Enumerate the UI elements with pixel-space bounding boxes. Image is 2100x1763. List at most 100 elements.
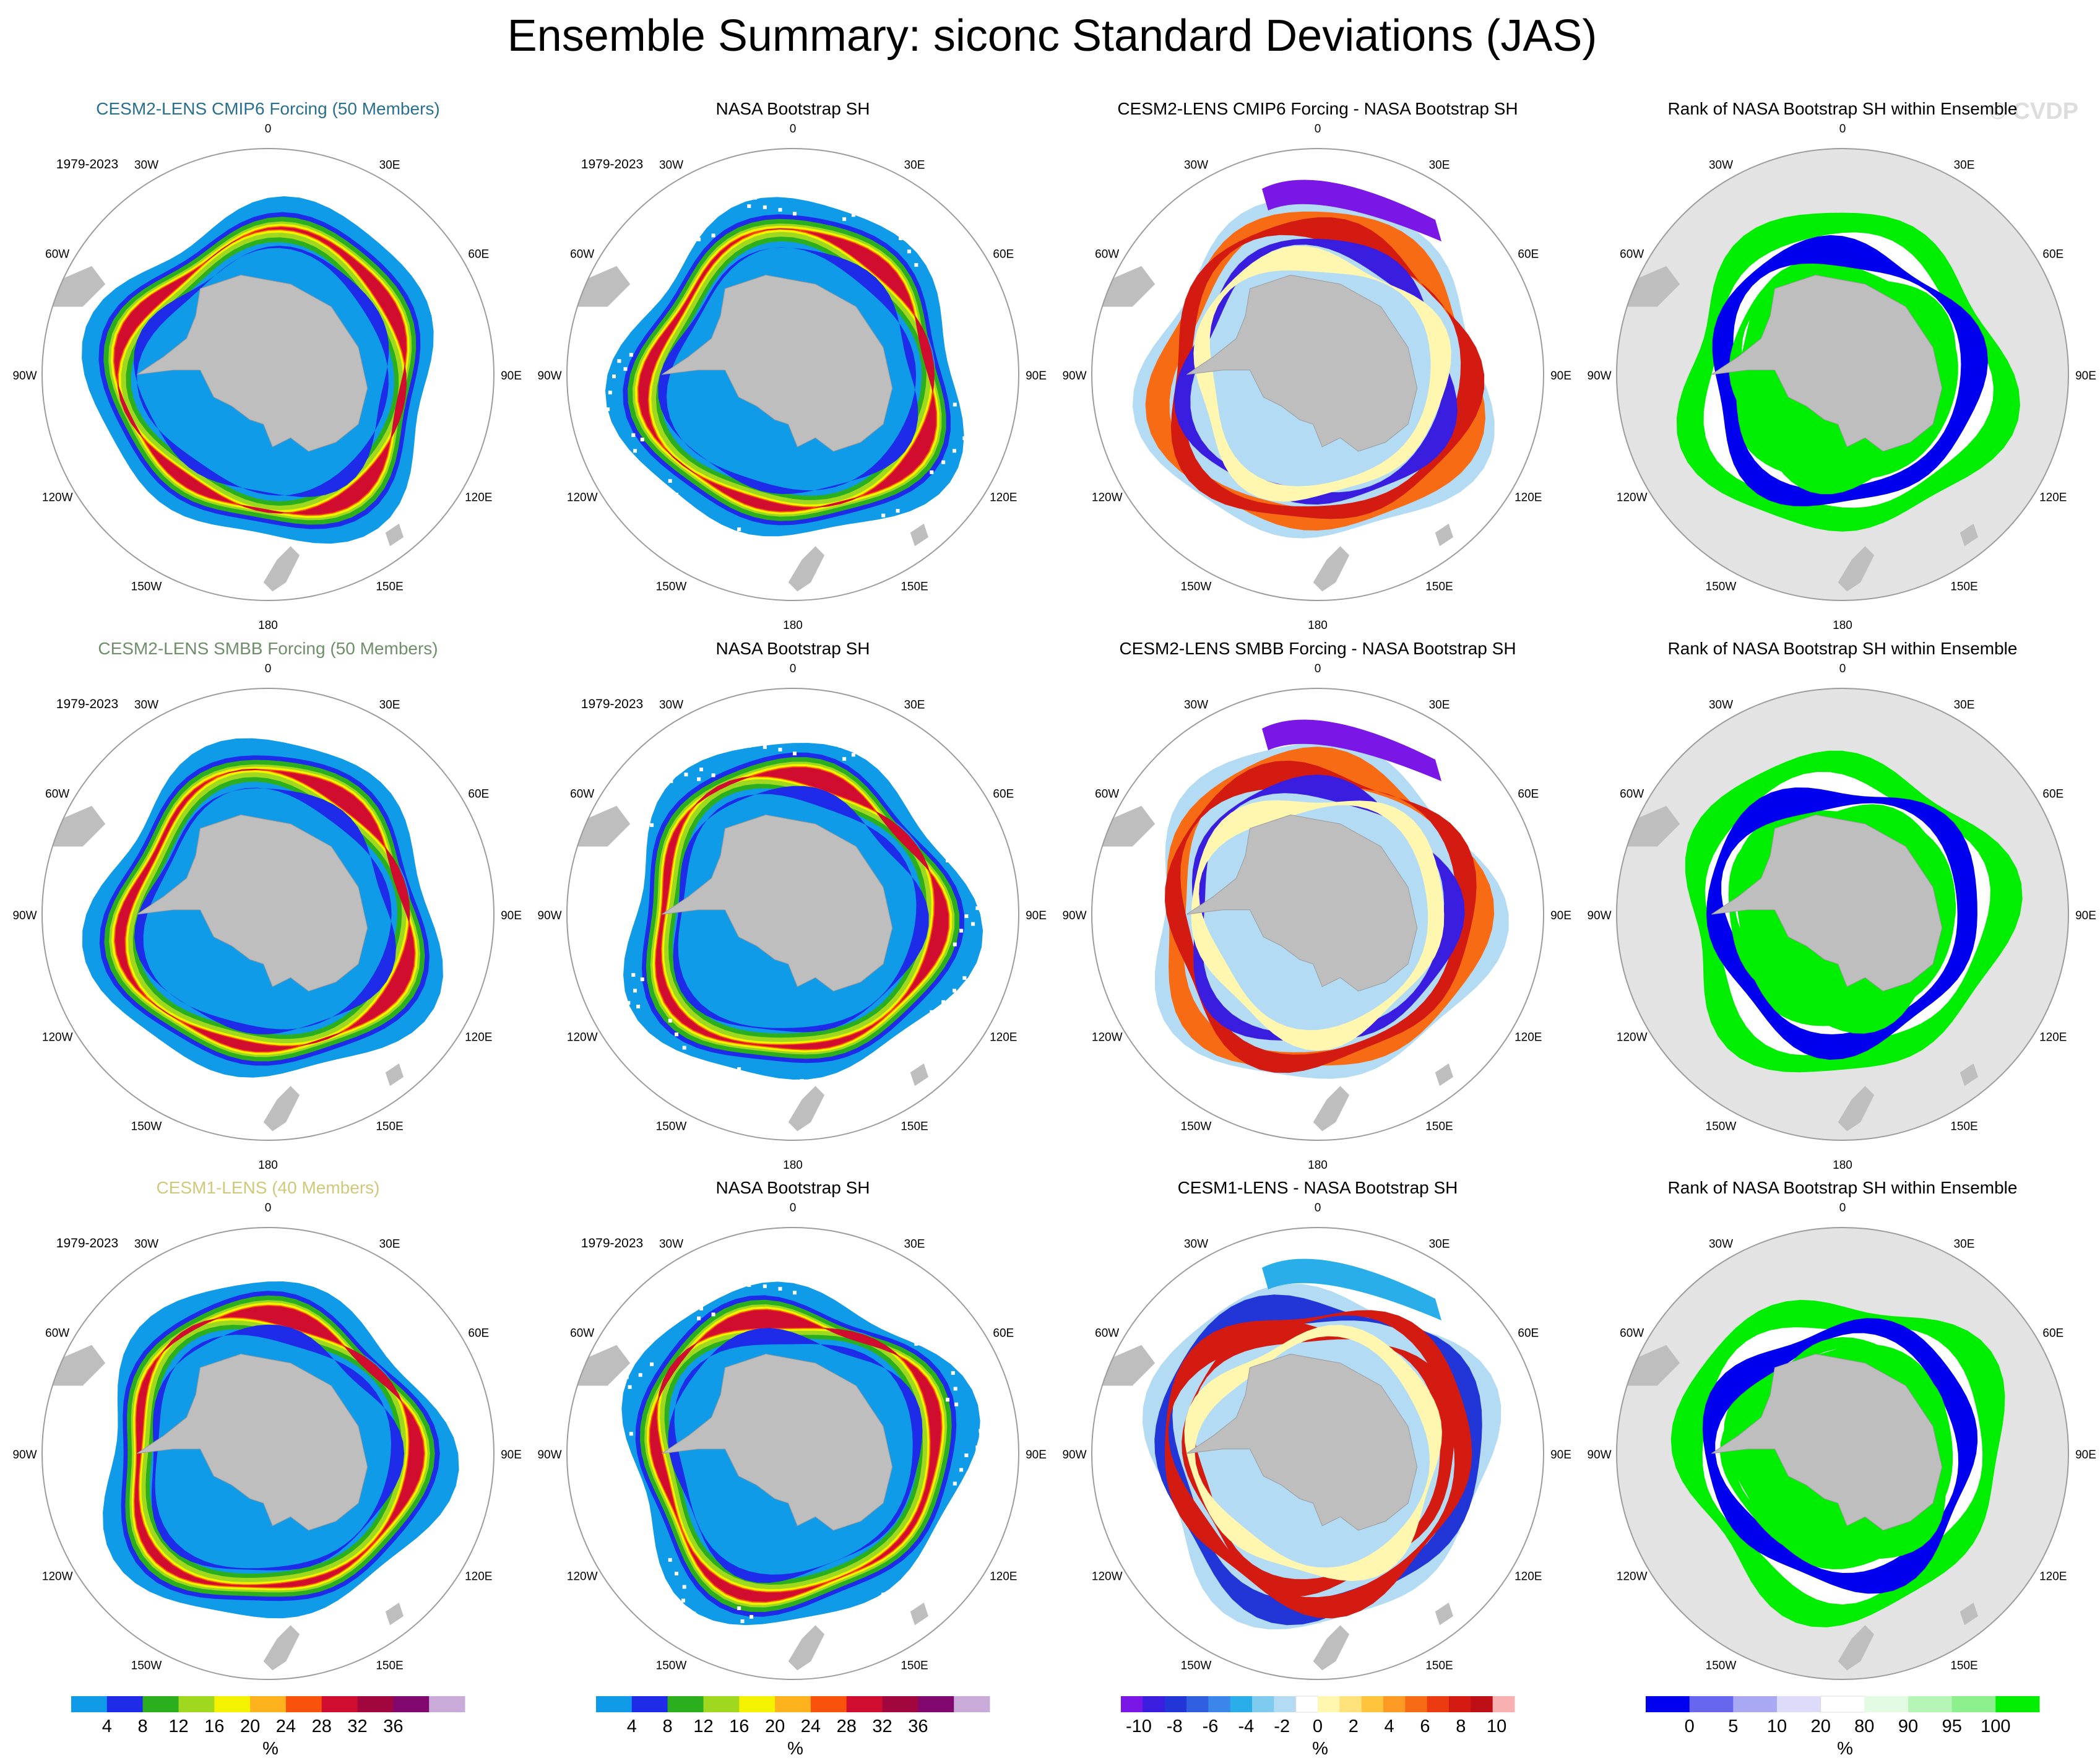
- map-boundary: [566, 1227, 1019, 1680]
- missing-data-cell: [637, 1034, 641, 1038]
- missing-data-cell: [894, 1059, 898, 1063]
- colorbar-swatch: [1733, 1696, 1778, 1712]
- new-zealand-landmass: [1313, 1086, 1350, 1132]
- missing-data-cell: [623, 367, 628, 371]
- missing-data-cell: [888, 1289, 892, 1293]
- missing-data-cell: [975, 906, 980, 911]
- missing-data-cell: [930, 470, 934, 474]
- missing-data-cell: [640, 438, 644, 441]
- tasmania-landmass: [1960, 1602, 1978, 1626]
- colorbar-swatch: [1361, 1696, 1384, 1712]
- map-panel: CESM2-LENS CMIP6 Forcing (50 Members) 0 30…: [12, 99, 521, 632]
- missing-data-cell: [938, 1586, 942, 1590]
- lon-label: 180: [1833, 1159, 1852, 1172]
- missing-data-cell: [959, 929, 964, 933]
- missing-data-cell: [838, 744, 842, 748]
- lon-label: 150E: [1950, 1120, 1977, 1133]
- missing-data-cell: [763, 1284, 767, 1288]
- colorbar-swatch: [429, 1696, 465, 1712]
- missing-data-cell: [707, 1098, 711, 1102]
- missing-data-cell: [840, 553, 845, 558]
- lon-label: 0: [265, 662, 272, 675]
- missing-data-cell: [801, 717, 805, 722]
- lon-label: 90E: [1026, 909, 1047, 922]
- lon-label: 90E: [501, 370, 522, 383]
- missing-data-cell: [851, 1292, 855, 1296]
- missing-data-cell: [830, 544, 834, 548]
- missing-data-cell: [909, 236, 913, 240]
- missing-data-cell: [957, 1358, 961, 1362]
- map-content: [51, 1281, 459, 1671]
- missing-data-cell: [719, 197, 724, 201]
- missing-data-cell: [824, 196, 828, 201]
- colorbar-swatch: [1427, 1696, 1450, 1712]
- lon-label: 30E: [1954, 159, 1975, 172]
- missing-data-cell: [842, 1296, 847, 1300]
- map-panel: CESM1-LENS (40 Members) 0 30E 60E 90E 120E 150…: [12, 1178, 521, 1711]
- missing-data-cell: [778, 207, 782, 212]
- antarctica-landmass: [1711, 274, 1943, 452]
- missing-data-cell: [669, 240, 673, 243]
- colorbar-tick-label: 20: [240, 1717, 260, 1736]
- missing-data-cell: [989, 1506, 993, 1510]
- missing-data-cell: [654, 1327, 659, 1331]
- missing-data-cell: [842, 217, 847, 221]
- missing-data-cell: [608, 391, 612, 395]
- missing-data-cell: [800, 1079, 804, 1083]
- missing-data-cell: [962, 436, 967, 440]
- missing-data-cell: [946, 1398, 949, 1402]
- missing-data-cell: [896, 1588, 900, 1592]
- colorbar-tick-label: 36: [908, 1717, 928, 1736]
- colorbar-swatch: [321, 1696, 358, 1712]
- tasmania-landmass: [1435, 1063, 1453, 1086]
- missing-data-cell: [952, 1036, 956, 1041]
- missing-data-cell: [947, 276, 951, 280]
- colorbar-tick-label: 16: [729, 1717, 749, 1736]
- lon-label: 0: [790, 1202, 797, 1215]
- missing-data-cell: [605, 864, 609, 868]
- colorbar-tick-label: -8: [1167, 1717, 1183, 1736]
- lon-label: 60E: [468, 248, 489, 261]
- period-label: 1979-2023: [581, 697, 643, 711]
- missing-data-cell: [592, 1409, 596, 1413]
- missing-data-cell: [699, 768, 703, 771]
- missing-data-cell: [851, 753, 855, 757]
- missing-data-cell: [654, 248, 659, 252]
- difference-band: [1262, 180, 1441, 241]
- colorbar-tick-label: 36: [383, 1717, 403, 1736]
- missing-data-cell: [930, 1010, 934, 1014]
- missing-data-cell: [886, 1275, 889, 1279]
- missing-data-cell: [769, 556, 773, 560]
- lon-label: 120W: [42, 1570, 73, 1583]
- missing-data-cell: [952, 1575, 956, 1580]
- missing-data-cell: [747, 204, 751, 208]
- missing-data-cell: [840, 1093, 845, 1098]
- lon-label: 150E: [901, 580, 928, 593]
- missing-data-cell: [899, 222, 903, 227]
- missing-data-cell: [953, 308, 957, 312]
- lon-label: 150E: [376, 580, 403, 593]
- missing-data-cell: [596, 958, 600, 962]
- colorbar-swatch: [1186, 1696, 1209, 1712]
- missing-data-cell: [956, 789, 960, 793]
- lon-label: 30E: [1954, 1238, 1975, 1251]
- missing-data-cell: [759, 1640, 764, 1644]
- colorbar-tick-label: 16: [204, 1717, 224, 1736]
- lon-label: 90W: [1587, 909, 1611, 922]
- colorbar-swatch: [1121, 1696, 1143, 1712]
- lon-label: 150E: [901, 1120, 928, 1133]
- colorbar-unit: %: [1312, 1739, 1328, 1759]
- missing-data-cell: [899, 762, 903, 766]
- colorbar-tick-label: 28: [837, 1717, 857, 1736]
- lon-label: 60W: [1095, 1327, 1119, 1340]
- missing-data-cell: [631, 433, 636, 437]
- lon-label: 60E: [1518, 248, 1539, 261]
- colorbar-tick-label: 4: [102, 1717, 112, 1736]
- missing-data-cell: [953, 989, 956, 993]
- colorbar-swatch: [1339, 1696, 1362, 1712]
- missing-data-cell: [966, 1564, 970, 1568]
- sd-contour-band: [134, 1306, 424, 1587]
- map-content: [1100, 719, 1509, 1132]
- colorbar-swatch: [1143, 1696, 1165, 1712]
- sd-contour-band: [151, 1324, 405, 1570]
